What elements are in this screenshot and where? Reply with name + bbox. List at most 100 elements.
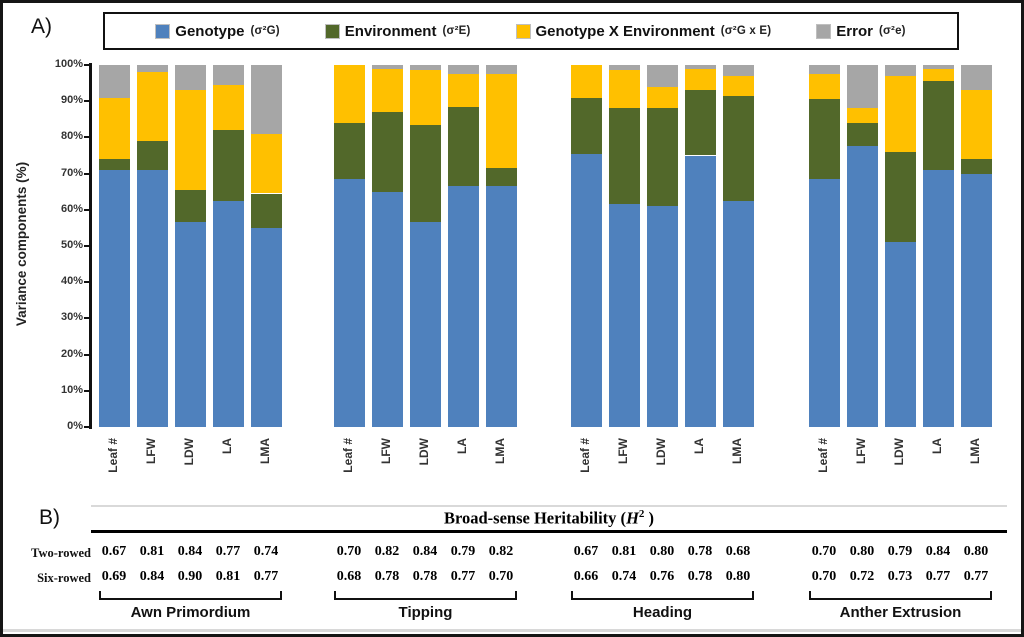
bar-segment-awn-primordium-leaf-environment — [99, 159, 130, 170]
heritability-value-two-rowed-awn-primordium-lfw: 0.81 — [139, 544, 165, 559]
heritability-value-two-rowed-anther-extrusion-leaf: 0.70 — [811, 544, 837, 559]
bar-segment-anther-extrusion-ldw-environment — [885, 151, 916, 243]
bar-segment-tipping-lfw-environment — [372, 112, 403, 192]
heritability-title-prefix: Broad-sense Heritability ( — [443, 508, 627, 528]
legend-item-genotype-x-environment: Genotype X Environment (σ²G x E) — [515, 23, 772, 40]
y-tick-label: 90% — [60, 94, 83, 107]
heritability-value-six-rowed-tipping-ldw: 0.78 — [412, 569, 438, 584]
y-tick-label: 30% — [60, 311, 83, 324]
bar-segment-tipping-leaf-genotype — [334, 179, 365, 427]
heritability-value-two-rowed-awn-primordium-ldw: 0.84 — [177, 544, 203, 559]
legend-item-environment: Environment (σ²E) — [324, 23, 471, 40]
stage-label-tipping: Tipping — [398, 604, 453, 621]
bar-segment-tipping-lma-genotype — [486, 186, 517, 427]
heritability-value-two-rowed-awn-primordium-lma: 0.74 — [253, 544, 279, 559]
y-axis-line — [89, 63, 92, 429]
panel-a-label: A) — [31, 15, 52, 38]
heritability-value-two-rowed-heading-ldw: 0.80 — [649, 544, 675, 559]
legend-label-error: Error — [836, 22, 873, 40]
heritability-value-two-rowed-tipping-la: 0.79 — [450, 544, 476, 559]
bar-segment-awn-primordium-ldw-genotype-x-environment — [175, 90, 206, 190]
heritability-value-two-rowed-awn-primordium-la: 0.77 — [215, 544, 241, 559]
bar-segment-awn-primordium-lfw-genotype — [137, 169, 168, 427]
heritability-value-two-rowed-tipping-leaf: 0.70 — [336, 544, 362, 559]
x-category-label-anther-extrusion-la: LA — [930, 438, 944, 454]
heritability-value-two-rowed-tipping-lma: 0.82 — [488, 544, 514, 559]
heritability-value-six-rowed-heading-lma: 0.80 — [725, 569, 751, 584]
legend-symbol-environment: (σ²E) — [442, 25, 471, 37]
bar-segment-anther-extrusion-lma-environment — [961, 159, 992, 174]
heritability-value-two-rowed-anther-extrusion-la: 0.84 — [925, 544, 951, 559]
bar-segment-anther-extrusion-leaf-genotype — [809, 179, 840, 427]
y-tick-label: 0% — [67, 420, 83, 432]
y-tick-mark — [84, 245, 89, 247]
x-category-label-tipping-leaf: Leaf # — [341, 438, 355, 473]
x-category-label-awn-primordium-lma: LMA — [258, 438, 272, 464]
bar-segment-anther-extrusion-lma-error — [961, 65, 992, 91]
bar-segment-tipping-lma-error — [486, 65, 517, 75]
bar-segment-tipping-lfw-genotype-x-environment — [372, 68, 403, 113]
y-tick-mark — [84, 136, 89, 139]
x-category-label-tipping-lfw: LFW — [379, 438, 393, 464]
heritability-value-six-rowed-awn-primordium-la: 0.81 — [215, 569, 241, 584]
y-tick-mark — [84, 317, 89, 320]
bar-segment-awn-primordium-la-genotype-x-environment — [213, 84, 244, 131]
bar-segment-heading-la-error — [685, 65, 716, 69]
x-category-label-heading-lfw: LFW — [616, 438, 630, 464]
heritability-value-two-rowed-heading-leaf: 0.67 — [573, 544, 599, 559]
bar-segment-heading-lma-error — [723, 65, 754, 76]
x-category-label-heading-lma: LMA — [730, 438, 744, 464]
legend-swatch-error-icon — [816, 23, 832, 39]
y-tick-label: 50% — [60, 239, 83, 251]
legend-swatch-genotype-icon — [155, 23, 171, 39]
bar-segment-awn-primordium-lma-genotype-x-environment — [251, 133, 282, 194]
bar-segment-awn-primordium-ldw-genotype — [175, 222, 206, 427]
heritability-value-six-rowed-anther-extrusion-ldw: 0.73 — [887, 569, 913, 584]
bar-segment-tipping-ldw-error — [410, 65, 441, 71]
bar-segment-anther-extrusion-la-genotype-x-environment — [923, 68, 954, 82]
y-tick-mark — [84, 172, 89, 175]
bar-segment-awn-primordium-leaf-genotype-x-environment — [99, 97, 130, 160]
bar-segment-anther-extrusion-lfw-error — [847, 65, 878, 109]
stage-bracket-awn-primordium — [99, 591, 282, 600]
bar-segment-tipping-ldw-genotype — [410, 222, 441, 427]
heritability-title: Broad-sense Heritability (H2 ) — [91, 508, 1007, 533]
legend-item-error: Error (σ²e) — [816, 22, 906, 40]
bar-segment-awn-primordium-lma-error — [251, 65, 282, 134]
bar-segment-heading-ldw-environment — [647, 108, 678, 207]
bar-segment-awn-primordium-lma-genotype — [251, 227, 282, 427]
bar-segment-awn-primordium-lma-environment — [251, 193, 282, 228]
heritability-value-two-rowed-awn-primordium-leaf: 0.67 — [101, 544, 127, 559]
heritability-title-symbol: H — [626, 508, 639, 528]
bar-segment-anther-extrusion-lma-genotype-x-environment — [961, 90, 992, 160]
heritability-row-label-six-rowed: Six-rowed — [37, 571, 91, 585]
y-tick-mark — [84, 64, 89, 66]
y-tick-mark — [84, 100, 89, 103]
heritability-value-two-rowed-tipping-lfw: 0.82 — [374, 544, 400, 559]
bar-segment-awn-primordium-la-error — [213, 65, 244, 85]
y-tick-label: 60% — [60, 202, 83, 215]
bar-segment-anther-extrusion-lfw-environment — [847, 122, 878, 147]
bar-segment-anther-extrusion-ldw-genotype — [885, 242, 916, 427]
x-category-label-tipping-ldw: LDW — [417, 438, 431, 466]
bar-segment-heading-lma-genotype-x-environment — [723, 75, 754, 96]
bar-segment-awn-primordium-lfw-error — [137, 65, 168, 73]
heritability-value-six-rowed-tipping-leaf: 0.68 — [336, 569, 362, 584]
bar-segment-tipping-la-error — [448, 65, 479, 75]
bar-segment-tipping-ldw-genotype-x-environment — [410, 70, 441, 125]
x-category-label-anther-extrusion-ldw: LDW — [892, 438, 906, 466]
bar-segment-heading-ldw-error — [647, 65, 678, 87]
x-category-label-heading-ldw: LDW — [654, 438, 668, 466]
heritability-value-six-rowed-tipping-la: 0.77 — [450, 569, 476, 584]
bar-segment-anther-extrusion-ldw-genotype-x-environment — [885, 75, 916, 152]
bar-segment-heading-la-genotype-x-environment — [685, 68, 716, 91]
bar-segment-heading-leaf-genotype — [571, 153, 602, 427]
bar-segment-awn-primordium-leaf-error — [99, 65, 130, 98]
heritability-title-suffix: ) — [644, 508, 655, 528]
bar-segment-heading-lma-environment — [723, 95, 754, 201]
bar-segment-heading-la-genotype — [685, 155, 716, 427]
x-category-label-awn-primordium-la: LA — [220, 438, 234, 454]
bar-segment-anther-extrusion-leaf-error — [809, 65, 840, 75]
x-category-label-awn-primordium-ldw: LDW — [182, 438, 196, 466]
y-tick-mark — [84, 281, 89, 284]
